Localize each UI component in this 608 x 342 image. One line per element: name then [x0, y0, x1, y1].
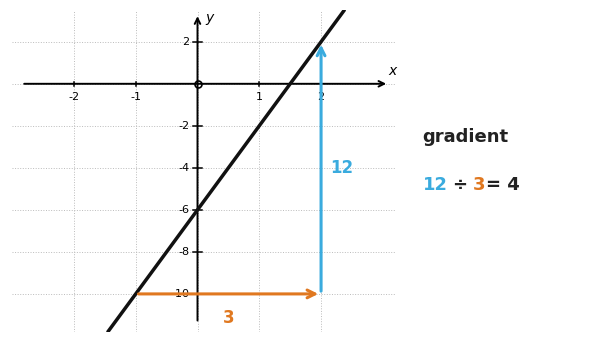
Text: 1: 1 — [256, 92, 263, 102]
Text: -1: -1 — [130, 92, 141, 102]
Text: ÷: ÷ — [452, 176, 467, 194]
Text: -8: -8 — [178, 247, 190, 257]
Text: -2: -2 — [178, 121, 190, 131]
Text: -4: -4 — [178, 163, 190, 173]
Text: 12: 12 — [330, 159, 353, 177]
Text: -2: -2 — [68, 92, 80, 102]
Text: 12: 12 — [423, 176, 447, 194]
Text: = 4: = 4 — [486, 176, 520, 194]
Text: 2: 2 — [182, 37, 190, 47]
Text: y: y — [205, 11, 213, 25]
Text: 3: 3 — [223, 308, 234, 327]
Text: -6: -6 — [179, 205, 190, 215]
Text: -10: -10 — [171, 289, 190, 299]
Text: 2: 2 — [317, 92, 325, 102]
Text: gradient: gradient — [423, 128, 509, 146]
Text: x: x — [388, 64, 396, 78]
Text: 3: 3 — [472, 176, 485, 194]
